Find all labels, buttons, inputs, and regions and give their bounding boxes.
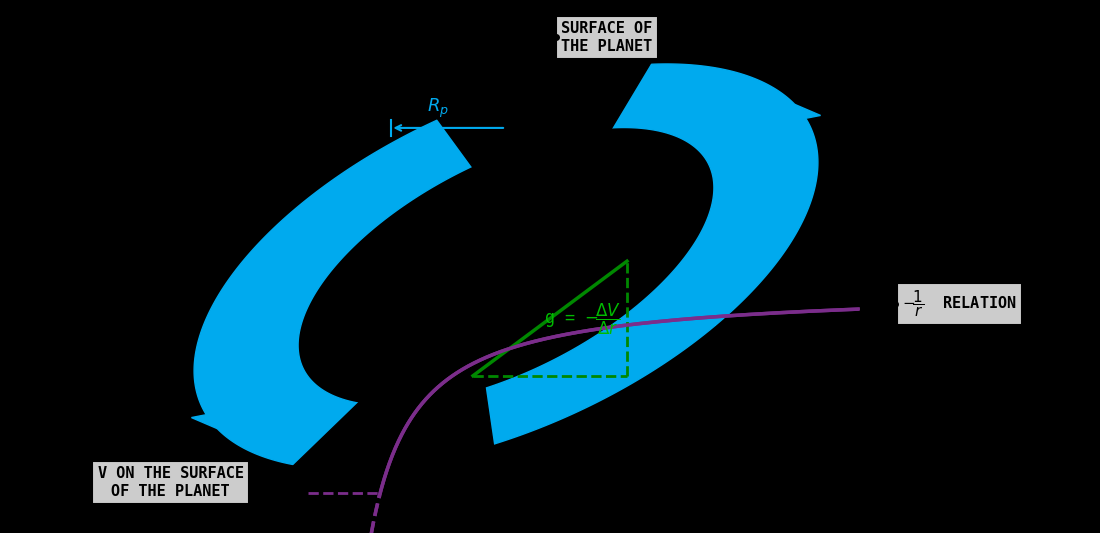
- Text: $R_p$: $R_p$: [427, 96, 449, 120]
- Polygon shape: [288, 381, 494, 475]
- Text: SURFACE OF
THE PLANET: SURFACE OF THE PLANET: [561, 21, 652, 53]
- Text: V ON THE SURFACE
OF THE PLANET: V ON THE SURFACE OF THE PLANET: [98, 466, 243, 498]
- Text: g = $-\!\dfrac{\Delta V}{\Delta r}$: g = $-\!\dfrac{\Delta V}{\Delta r}$: [544, 302, 622, 337]
- Polygon shape: [433, 58, 653, 173]
- Polygon shape: [191, 412, 220, 429]
- Polygon shape: [194, 64, 818, 469]
- Text: $-\!\dfrac{1}{r}$  RELATION: $-\!\dfrac{1}{r}$ RELATION: [902, 288, 1016, 319]
- Polygon shape: [792, 104, 821, 121]
